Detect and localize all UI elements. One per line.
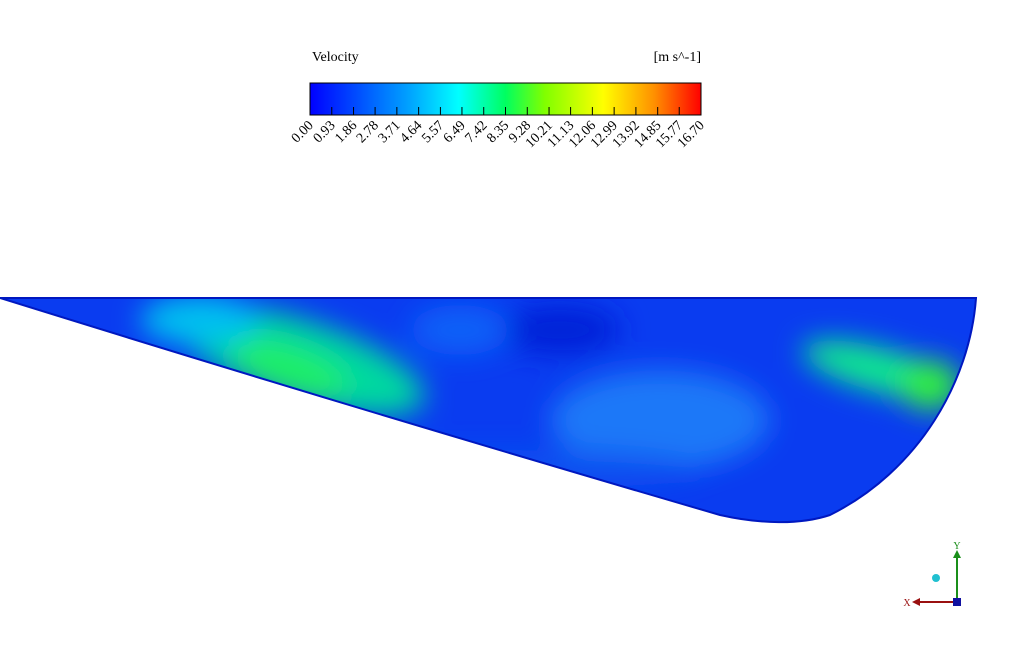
y-axis-label: Y: [953, 541, 960, 552]
legend-unit: [m s^-1]: [654, 50, 701, 65]
domain-outline: [0, 297, 978, 524]
x-axis-label: X: [903, 598, 911, 609]
color-bar-ticks: 0.000.931.862.783.714.645.576.497.428.35…: [289, 107, 708, 151]
contour-field: [0, 298, 976, 523]
legend-title: Velocity: [312, 50, 359, 65]
axis-triad: Y X: [903, 541, 961, 609]
